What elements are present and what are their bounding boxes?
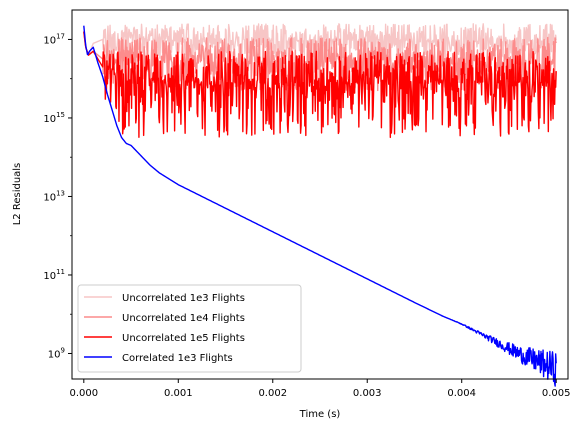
y-tick-label: 1015	[43, 111, 65, 125]
x-tick-label: 0.004	[447, 388, 476, 399]
x-axis-label: Time (s)	[299, 409, 341, 420]
y-axis: 109 1011 1013 1015 1017	[43, 32, 72, 360]
y-tick-label: 1013	[43, 189, 65, 203]
legend-box	[77, 284, 302, 373]
y-tick-label: 109	[48, 346, 65, 360]
y-tick-label: 1017	[43, 32, 65, 46]
y-axis-label: L2 Residuals	[12, 163, 23, 226]
legend-label-1e3-correlated: Correlated 1e3 Flights	[122, 353, 233, 364]
x-tick-label: 0.005	[542, 388, 571, 399]
legend-label-1e4-uncorrelated: Uncorrelated 1e4 Flights	[122, 313, 245, 324]
x-tick-label: 0.001	[164, 388, 193, 399]
y-tick-label: 1011	[43, 268, 65, 282]
plot-frame	[71, 9, 569, 380]
series-line-2	[83, 31, 557, 139]
x-axis: 0.000 0.001 0.002 0.003 0.004 0.005	[69, 379, 571, 399]
legend: Uncorrelated 1e3 Flights Uncorrelated 1e…	[77, 284, 302, 373]
x-tick-label: 0.002	[258, 388, 287, 399]
series-line-1	[83, 31, 557, 92]
series-layer	[83, 23, 557, 387]
series-line-3	[83, 25, 557, 387]
legend-label-1e3-uncorrelated: Uncorrelated 1e3 Flights	[122, 293, 245, 304]
x-tick-label: 0.000	[69, 388, 98, 399]
legend-label-1e5-uncorrelated: Uncorrelated 1e5 Flights	[122, 333, 245, 344]
x-tick-label: 0.003	[353, 388, 382, 399]
